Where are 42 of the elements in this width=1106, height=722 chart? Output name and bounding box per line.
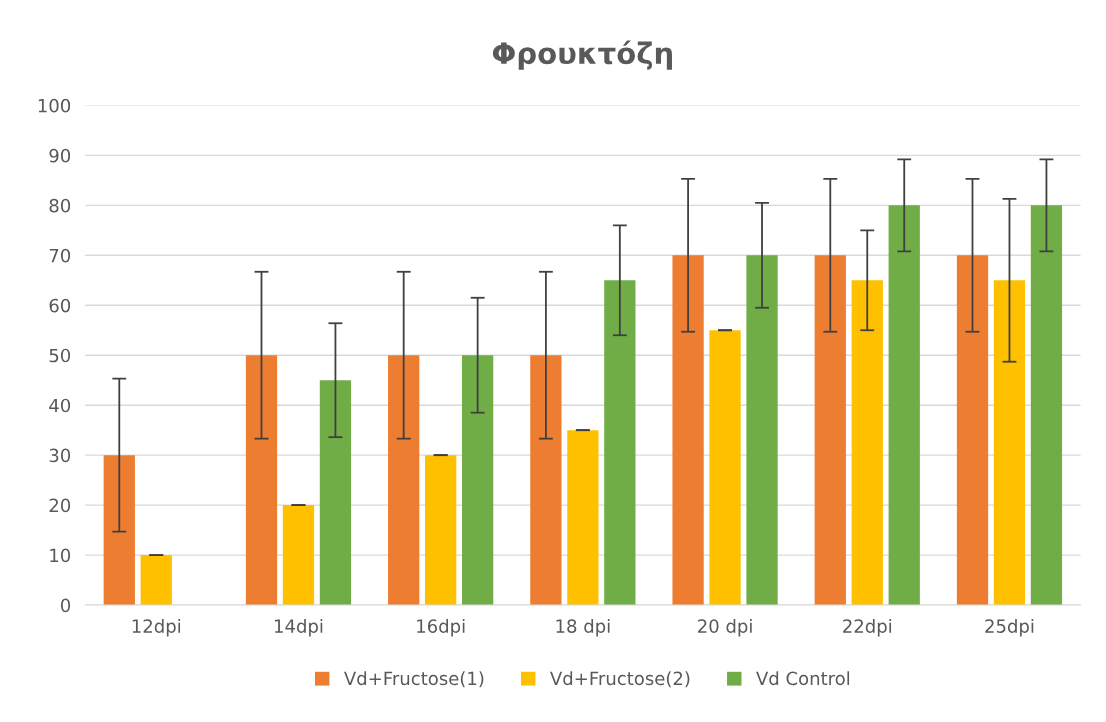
- bar: [319, 380, 352, 606]
- x-tick-label: 16dpi: [417, 618, 465, 637]
- bar: [1030, 205, 1063, 606]
- bar: [672, 255, 704, 606]
- bar: [814, 255, 846, 606]
- x-tick-label: 14dpi: [274, 618, 323, 637]
- bar: [245, 355, 278, 606]
- bar: [709, 330, 741, 606]
- bar: [140, 555, 172, 606]
- y-tick-label: 60: [49, 298, 71, 313]
- bar: [388, 355, 420, 606]
- y-tick-label: 50: [49, 348, 71, 363]
- bar: [425, 455, 457, 606]
- x-tick-label: 12dpi: [132, 618, 181, 637]
- y-tick-label: 20: [49, 498, 71, 513]
- legend-label: Vd+Fructose(2): [550, 671, 690, 688]
- y-tick-label: 100: [38, 98, 71, 113]
- bar: [993, 280, 1026, 606]
- y-tick-label: 0: [60, 598, 71, 613]
- y-tick-label: 70: [49, 248, 71, 263]
- bar: [888, 205, 920, 606]
- chart-title: Φρουκτόζη: [492, 40, 672, 70]
- bar: [956, 255, 989, 606]
- bar: [567, 430, 599, 606]
- bar: [851, 280, 883, 606]
- bar: [530, 355, 562, 606]
- x-tick-label: 25dpi: [985, 618, 1034, 637]
- y-tick-label: 10: [50, 548, 71, 563]
- bar: [461, 355, 494, 606]
- y-tick-label: 90: [49, 148, 71, 163]
- bar: [746, 255, 778, 606]
- x-tick-label: 20 dpi: [698, 618, 752, 637]
- y-tick-label: 30: [49, 448, 71, 463]
- x-tick-label: 22dpi: [843, 618, 892, 637]
- y-tick-label: 80: [49, 198, 71, 213]
- bar: [103, 455, 135, 606]
- bar: [604, 280, 636, 606]
- bar: [282, 505, 315, 606]
- legend-label: Vd Control: [756, 671, 850, 686]
- legend-label: Vd+Fructose(1): [344, 671, 484, 688]
- x-tick-label: 18 dpi: [556, 618, 610, 637]
- y-tick-label: 40: [49, 398, 71, 413]
